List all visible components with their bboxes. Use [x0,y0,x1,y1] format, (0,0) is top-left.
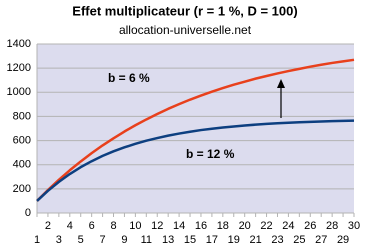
x-tick-label: 13 [162,234,174,246]
x-tick-label: 4 [67,220,73,232]
x-tick-label: 15 [184,234,196,246]
x-tick-label: 9 [121,234,127,246]
x-tick-label: 3 [56,234,62,246]
x-tick-label: 5 [78,234,84,246]
x-tick-label: 30 [348,220,360,232]
x-tick-label: 21 [249,234,261,246]
x-tick-label: 26 [304,220,316,232]
series-line [36,119,355,202]
y-tick-label: 600 [13,134,31,146]
y-tick-label: 0 [25,207,31,219]
series-line [36,58,355,202]
plot-area [37,44,354,213]
x-tick-label: 6 [89,220,95,232]
x-tick-label: 23 [271,234,283,246]
x-tick-label: 24 [282,220,294,232]
x-tick-label: 28 [326,220,338,232]
x-tick-label: 27 [315,234,327,246]
x-tick-label: 8 [110,220,116,232]
x-tick-label: 16 [195,220,207,232]
x-tick-label: 1 [34,234,40,246]
x-tick-label: 2 [45,220,51,232]
x-tick-label: 10 [129,220,141,232]
x-tick-label: 18 [217,220,229,232]
chart-subtitle: allocation-universelle.net [119,23,252,37]
y-tick-label: 1200 [7,62,31,74]
y-tick-label: 1400 [7,38,31,50]
x-tick-label: 7 [100,234,106,246]
x-tick-label: 22 [260,220,272,232]
lines [36,58,355,202]
series-label: b = 12 % [186,147,235,161]
y-tick-label: 800 [13,110,31,122]
chart-title: Effet multiplicateur (r = 1 %, D = 100) [72,3,297,18]
x-tick-label: 11 [141,234,152,246]
x-tick-label: 25 [293,234,305,246]
x-tick-label: 19 [228,234,240,246]
grid [36,43,355,217]
x-tick-label: 14 [173,220,185,232]
y-tick-label: 1000 [7,86,31,98]
series-label: b = 6 % [108,71,150,85]
y-tick-label: 400 [13,159,31,171]
x-tick-label: 29 [337,234,349,246]
arrow-head [277,79,285,88]
x-tick-label: 12 [151,220,163,232]
x-tick-label: 20 [239,220,251,232]
y-tick-label: 200 [13,183,31,195]
x-tick-label: 17 [206,234,218,246]
